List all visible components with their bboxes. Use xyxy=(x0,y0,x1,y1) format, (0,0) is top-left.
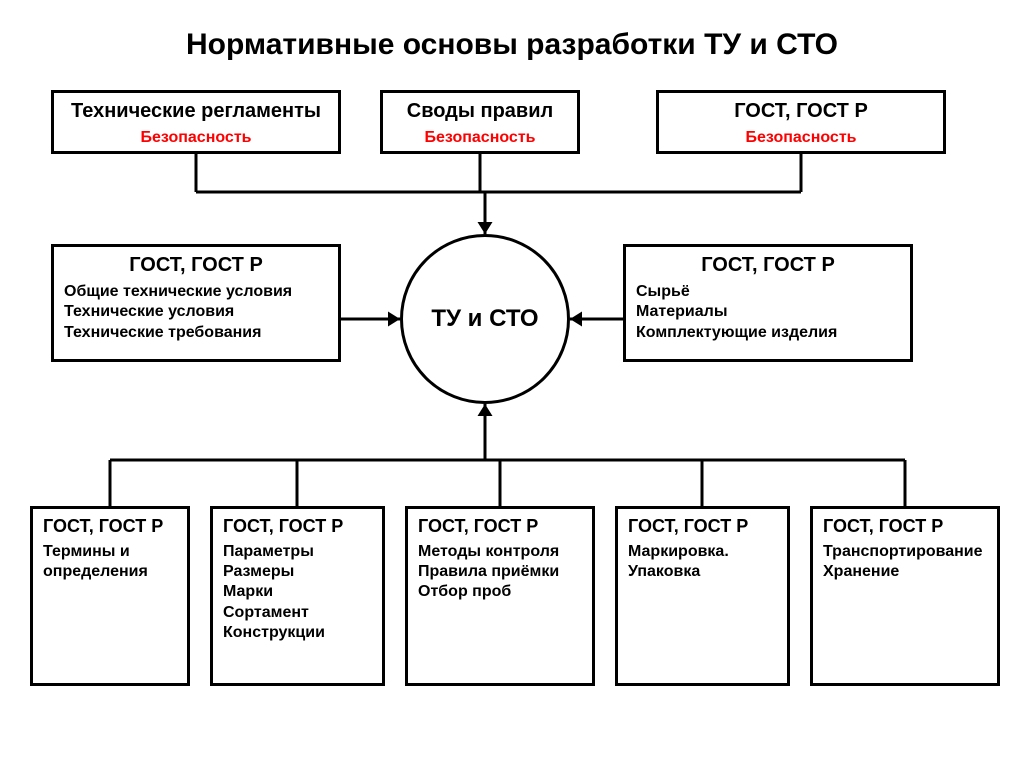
diagram-canvas: Нормативные основы разработки ТУ и СТО Т… xyxy=(0,0,1024,767)
top-box-svody-pravil: Своды правил Безопасность xyxy=(380,90,580,154)
top-box-tech-reglamenty: Технические регламенты Безопасность xyxy=(51,90,341,154)
box-body: Термины иопределения xyxy=(43,542,177,583)
bottom-box-3: ГОСТ, ГОСТ Р Методы контроляПравила приё… xyxy=(405,506,595,686)
box-body: Методы контроляПравила приёмкиОтбор проб xyxy=(418,542,582,603)
box-subtitle: Безопасность xyxy=(393,128,567,147)
side-box-left: ГОСТ, ГОСТ Р Общие технические условияТе… xyxy=(51,244,341,362)
box-title: ГОСТ, ГОСТ Р xyxy=(418,515,582,538)
center-node: ТУ и СТО xyxy=(400,234,570,404)
box-title: ГОСТ, ГОСТ Р xyxy=(64,253,328,278)
box-body: ПараметрыРазмерыМаркиСортаментКонструкци… xyxy=(223,542,372,644)
box-body: Маркировка.Упаковка xyxy=(628,542,777,583)
diagram-title: Нормативные основы разработки ТУ и СТО xyxy=(0,28,1024,62)
bottom-box-4: ГОСТ, ГОСТ Р Маркировка.Упаковка xyxy=(615,506,790,686)
box-title: Технические регламенты xyxy=(64,99,328,124)
box-title: ГОСТ, ГОСТ Р xyxy=(43,515,177,538)
box-title: Своды правил xyxy=(393,99,567,124)
box-title: ГОСТ, ГОСТ Р xyxy=(628,515,777,538)
box-body: Общие технические условияТехнические усл… xyxy=(64,282,328,343)
box-subtitle: Безопасность xyxy=(64,128,328,147)
side-box-right: ГОСТ, ГОСТ Р СырьёМатериалыКомплектующие… xyxy=(623,244,913,362)
box-subtitle: Безопасность xyxy=(669,128,933,147)
box-body: СырьёМатериалыКомплектующие изделия xyxy=(636,282,900,343)
box-title: ГОСТ, ГОСТ Р xyxy=(223,515,372,538)
box-title: ГОСТ, ГОСТ Р xyxy=(636,253,900,278)
bottom-box-5: ГОСТ, ГОСТ Р ТранспортированиеХранение xyxy=(810,506,1000,686)
center-node-label: ТУ и СТО xyxy=(431,305,538,333)
top-box-gost: ГОСТ, ГОСТ Р Безопасность xyxy=(656,90,946,154)
box-title: ГОСТ, ГОСТ Р xyxy=(669,99,933,124)
box-body: ТранспортированиеХранение xyxy=(823,542,987,583)
box-title: ГОСТ, ГОСТ Р xyxy=(823,515,987,538)
bottom-box-1: ГОСТ, ГОСТ Р Термины иопределения xyxy=(30,506,190,686)
bottom-box-2: ГОСТ, ГОСТ Р ПараметрыРазмерыМаркиСортам… xyxy=(210,506,385,686)
